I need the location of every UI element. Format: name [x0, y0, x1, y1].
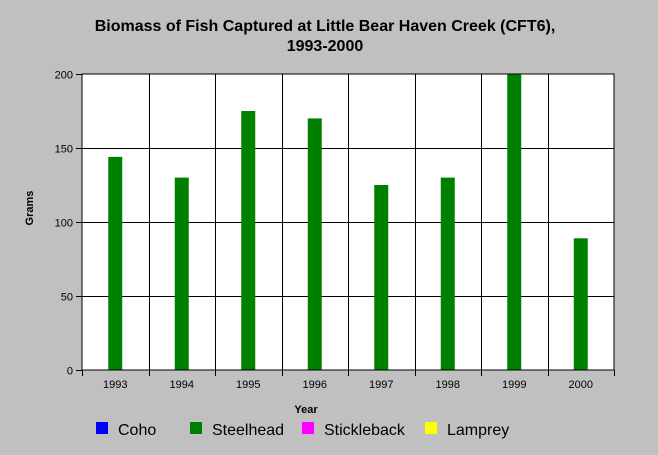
legend: Coho Steelhead Stickleback Lamprey: [96, 422, 509, 439]
chart-title-line2: 1993-2000: [287, 38, 364, 55]
x-tick-label: 1993: [103, 379, 127, 391]
bar-steelhead-2000: [573, 238, 588, 370]
chart-title-line1: Biomass of Fish Captured at Little Bear …: [95, 18, 556, 35]
y-tick-label: 0: [67, 366, 73, 378]
x-axis-title: Year: [294, 404, 318, 416]
bar-steelhead-1997: [374, 185, 389, 370]
y-axis-ticks: 0 50 100 150 200: [55, 70, 82, 378]
x-tick-label: 1995: [236, 379, 260, 391]
legend-swatch-stickleback: [302, 422, 314, 434]
y-tick-label: 50: [61, 292, 73, 304]
legend-label-steelhead: Steelhead: [212, 422, 284, 439]
bar-steelhead-1996: [307, 118, 322, 371]
x-tick-label: 1998: [436, 379, 460, 391]
x-tick-label: 1999: [502, 379, 526, 391]
bar-steelhead-1998: [440, 177, 455, 370]
x-tick-label: 1997: [369, 379, 393, 391]
x-tick-label: 2000: [569, 379, 593, 391]
bars: [108, 74, 588, 371]
y-axis-title: Grams: [24, 191, 36, 226]
bar-steelhead-1993: [108, 156, 123, 370]
legend-label-lamprey: Lamprey: [447, 422, 509, 439]
legend-label-stickleback: Stickleback: [324, 422, 406, 439]
bar-steelhead-1999: [507, 74, 522, 370]
x-tick-label: 1994: [170, 379, 194, 391]
legend-swatch-lamprey: [425, 422, 437, 434]
bar-steelhead-1995: [241, 111, 256, 370]
legend-label-coho: Coho: [118, 422, 156, 439]
y-tick-label: 200: [55, 70, 73, 82]
y-tick-label: 100: [55, 218, 73, 230]
x-tick-label: 1996: [303, 379, 327, 391]
legend-swatch-coho: [96, 422, 108, 434]
bar-steelhead-1994: [174, 177, 189, 370]
y-tick-label: 150: [55, 144, 73, 156]
x-axis-ticks: 1993 1994 1995 1996 1997 1998 1999 2000: [82, 370, 615, 391]
grid-lines: [82, 74, 614, 370]
legend-swatch-steelhead: [190, 422, 202, 434]
